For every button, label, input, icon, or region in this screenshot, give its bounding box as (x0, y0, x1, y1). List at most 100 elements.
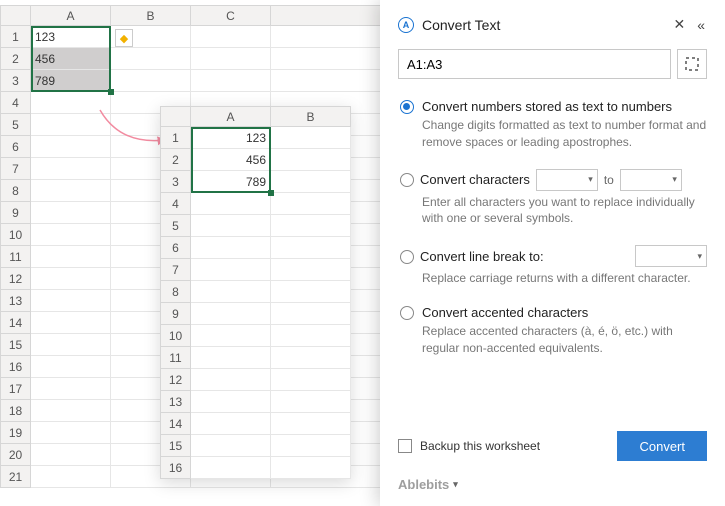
cell[interactable]: 456 (31, 48, 111, 70)
row-header[interactable]: 11 (1, 246, 31, 268)
radio-convert-linebreak[interactable] (400, 250, 414, 264)
row-header[interactable]: 12 (1, 268, 31, 290)
cell[interactable] (271, 281, 351, 303)
backup-checkbox[interactable] (398, 439, 412, 453)
option-label[interactable]: Convert line break to: (420, 249, 629, 264)
row-header[interactable]: 16 (161, 457, 191, 479)
cell[interactable] (111, 70, 191, 92)
cell[interactable] (271, 457, 351, 479)
col-header[interactable]: A (191, 107, 271, 127)
row-header[interactable]: 12 (161, 369, 191, 391)
row-header[interactable]: 8 (161, 281, 191, 303)
cell[interactable] (191, 48, 271, 70)
backup-label[interactable]: Backup this worksheet (420, 439, 540, 453)
row-header[interactable]: 5 (161, 215, 191, 237)
cell[interactable] (191, 259, 271, 281)
cell[interactable] (31, 422, 111, 444)
row-header[interactable]: 10 (1, 224, 31, 246)
select-range-button[interactable] (677, 49, 707, 79)
cell[interactable] (191, 413, 271, 435)
row-header[interactable]: 19 (1, 422, 31, 444)
cell[interactable] (31, 466, 111, 488)
cell[interactable] (31, 180, 111, 202)
row-header[interactable]: 7 (1, 158, 31, 180)
row-header[interactable]: 6 (161, 237, 191, 259)
row-header[interactable]: 4 (161, 193, 191, 215)
row-header[interactable]: 17 (1, 378, 31, 400)
row-header[interactable]: 9 (161, 303, 191, 325)
cell[interactable] (191, 237, 271, 259)
row-header[interactable]: 1 (1, 26, 31, 48)
row-header[interactable]: 5 (1, 114, 31, 136)
cell[interactable] (191, 70, 271, 92)
cell[interactable] (31, 268, 111, 290)
row-header[interactable]: 20 (1, 444, 31, 466)
cell[interactable] (191, 325, 271, 347)
cell[interactable] (191, 281, 271, 303)
cell[interactable] (31, 356, 111, 378)
cell[interactable] (191, 347, 271, 369)
row-header[interactable]: 16 (1, 356, 31, 378)
cell[interactable] (31, 202, 111, 224)
row-header[interactable]: 10 (161, 325, 191, 347)
row-header[interactable]: 3 (161, 171, 191, 193)
fill-handle[interactable] (108, 89, 114, 95)
col-header[interactable]: C (191, 6, 271, 26)
cell[interactable] (31, 444, 111, 466)
cell[interactable] (191, 435, 271, 457)
cell[interactable] (271, 391, 351, 413)
row-header[interactable]: 21 (1, 466, 31, 488)
select-all-corner[interactable] (161, 107, 191, 127)
brand-menu[interactable]: Ablebits ▾ (398, 477, 707, 492)
row-header[interactable]: 9 (1, 202, 31, 224)
cell[interactable] (191, 457, 271, 479)
cell[interactable] (111, 48, 191, 70)
cell[interactable]: 123 (31, 26, 111, 48)
cell[interactable] (31, 158, 111, 180)
cell[interactable] (271, 259, 351, 281)
col-header[interactable]: A (31, 6, 111, 26)
cell[interactable] (271, 127, 351, 149)
cell[interactable] (31, 400, 111, 422)
row-header[interactable]: 15 (1, 334, 31, 356)
cell[interactable] (31, 378, 111, 400)
row-header[interactable]: 2 (1, 48, 31, 70)
col-header[interactable]: B (111, 6, 191, 26)
radio-convert-characters[interactable] (400, 173, 414, 187)
cell[interactable] (31, 224, 111, 246)
cell[interactable] (271, 193, 351, 215)
cell[interactable]: 789 (191, 171, 271, 193)
cell[interactable]: 456 (191, 149, 271, 171)
cell[interactable] (31, 290, 111, 312)
row-header[interactable]: 14 (161, 413, 191, 435)
fill-handle[interactable] (268, 190, 274, 196)
cell[interactable] (31, 312, 111, 334)
option-label[interactable]: Convert accented characters (422, 305, 588, 320)
cell[interactable] (191, 26, 271, 48)
collapse-icon[interactable]: « (695, 15, 707, 35)
row-header[interactable]: 3 (1, 70, 31, 92)
error-indicator-button[interactable]: ◆ (115, 29, 133, 47)
radio-convert-numbers[interactable] (400, 100, 414, 114)
cell[interactable] (271, 171, 351, 193)
linebreak-dropdown[interactable]: ▾ (635, 245, 707, 267)
cell[interactable] (271, 413, 351, 435)
row-header[interactable]: 18 (1, 400, 31, 422)
cell[interactable] (271, 435, 351, 457)
row-header[interactable]: 11 (161, 347, 191, 369)
row-header[interactable]: 15 (161, 435, 191, 457)
convert-button[interactable]: Convert (617, 431, 707, 461)
row-header[interactable]: 13 (1, 290, 31, 312)
row-header[interactable]: 1 (161, 127, 191, 149)
option-label[interactable]: Convert numbers stored as text to number… (422, 99, 672, 114)
radio-convert-accented[interactable] (400, 306, 414, 320)
option-label[interactable]: Convert characters (420, 172, 530, 187)
cell[interactable] (31, 246, 111, 268)
row-header[interactable]: 8 (1, 180, 31, 202)
cell[interactable] (191, 369, 271, 391)
row-header[interactable]: 14 (1, 312, 31, 334)
range-input[interactable] (398, 49, 671, 79)
cell[interactable] (191, 193, 271, 215)
cell[interactable] (191, 303, 271, 325)
from-chars-dropdown[interactable]: ▾ (536, 169, 598, 191)
